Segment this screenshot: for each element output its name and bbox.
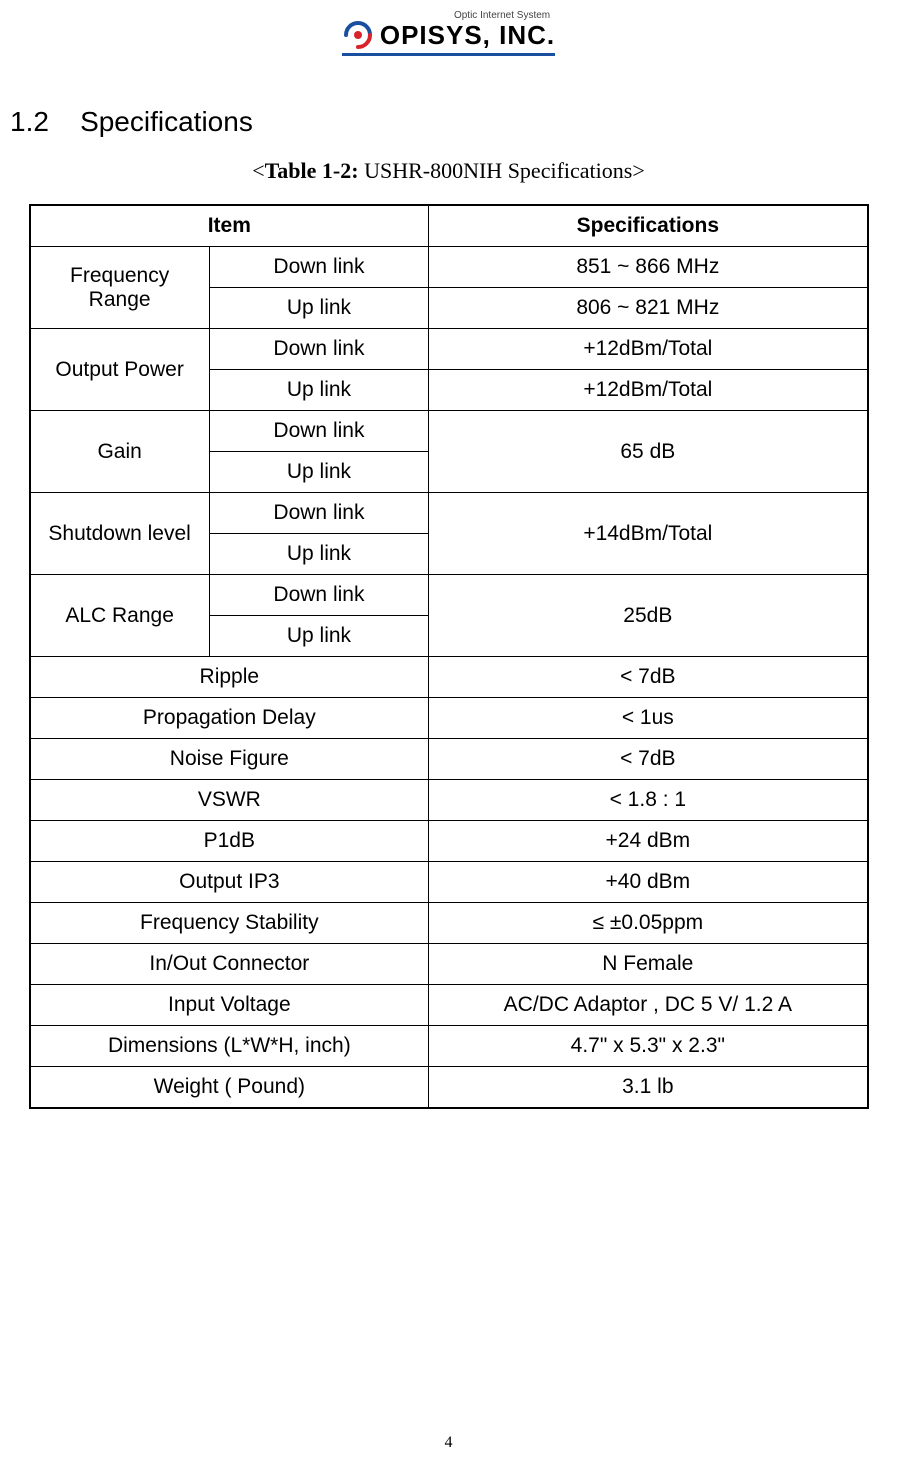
spec-cell: 851 ~ 866 MHz	[429, 247, 868, 288]
subitem-cell: Up link	[209, 534, 428, 575]
item-cell: Input Voltage	[30, 985, 429, 1026]
spec-cell: < 7dB	[429, 739, 868, 780]
spec-cell: 806 ~ 821 MHz	[429, 288, 868, 329]
caption-rest: USHR-800NIH Specifications	[359, 158, 633, 183]
category-cell: Output Power	[30, 329, 210, 411]
logo-main: OPISYS, INC.	[342, 19, 555, 51]
section-heading: 1.2 Specifications	[0, 66, 897, 158]
logo-text: OPISYS, INC.	[380, 20, 555, 51]
table-row: GainDown link65 dB	[30, 411, 868, 452]
spec-cell: +24 dBm	[429, 821, 868, 862]
spec-cell: 3.1 lb	[429, 1067, 868, 1109]
table-row: VSWR< 1.8 : 1	[30, 780, 868, 821]
category-cell: Shutdown level	[30, 493, 210, 575]
header-spec: Specifications	[429, 205, 868, 247]
logo-icon	[342, 19, 374, 51]
page-number: 4	[0, 1434, 897, 1452]
table-header-row: Item Specifications	[30, 205, 868, 247]
specifications-table: Item Specifications Frequency RangeDown …	[29, 204, 869, 1109]
table-caption: <Table 1-2: USHR-800NIH Specifications>	[0, 158, 897, 184]
item-cell: Output IP3	[30, 862, 429, 903]
subitem-cell: Up link	[209, 616, 428, 657]
company-logo: Optic Internet System OPISYS, INC.	[342, 10, 555, 56]
subitem-cell: Down link	[209, 329, 428, 370]
spec-cell: +40 dBm	[429, 862, 868, 903]
subitem-cell: Up link	[209, 452, 428, 493]
section-title: Specifications	[80, 106, 253, 137]
subitem-cell: Up link	[209, 370, 428, 411]
spec-cell: 65 dB	[429, 411, 868, 493]
item-cell: Ripple	[30, 657, 429, 698]
spec-cell: N Female	[429, 944, 868, 985]
item-cell: Propagation Delay	[30, 698, 429, 739]
spec-cell: +14dBm/Total	[429, 493, 868, 575]
category-cell: Gain	[30, 411, 210, 493]
spec-cell: AC/DC Adaptor , DC 5 V/ 1.2 A	[429, 985, 868, 1026]
spec-cell: < 7dB	[429, 657, 868, 698]
table-row: Input VoltageAC/DC Adaptor , DC 5 V/ 1.2…	[30, 985, 868, 1026]
header-item: Item	[30, 205, 429, 247]
subitem-cell: Down link	[209, 247, 428, 288]
caption-bold: Table 1-2:	[265, 158, 359, 183]
category-cell: Frequency Range	[30, 247, 210, 329]
logo-underline	[342, 53, 555, 56]
table-row: Weight ( Pound)3.1 lb	[30, 1067, 868, 1109]
item-cell: VSWR	[30, 780, 429, 821]
item-cell: In/Out Connector	[30, 944, 429, 985]
table-row: Propagation Delay< 1us	[30, 698, 868, 739]
item-cell: Noise Figure	[30, 739, 429, 780]
spec-cell: +12dBm/Total	[429, 329, 868, 370]
table-row: Output IP3+40 dBm	[30, 862, 868, 903]
table-row: Ripple< 7dB	[30, 657, 868, 698]
item-cell: Dimensions (L*W*H, inch)	[30, 1026, 429, 1067]
subitem-cell: Down link	[209, 411, 428, 452]
page-header: Optic Internet System OPISYS, INC.	[0, 0, 897, 66]
section-number: 1.2	[10, 106, 49, 137]
table-row: Shutdown levelDown link+14dBm/Total	[30, 493, 868, 534]
table-row: ALC RangeDown link25dB	[30, 575, 868, 616]
subitem-cell: Down link	[209, 493, 428, 534]
item-cell: P1dB	[30, 821, 429, 862]
table-row: Frequency Stability≤ ±0.05ppm	[30, 903, 868, 944]
subitem-cell: Up link	[209, 288, 428, 329]
spec-cell: 4.7" x 5.3" x 2.3"	[429, 1026, 868, 1067]
item-cell: Weight ( Pound)	[30, 1067, 429, 1109]
subitem-cell: Down link	[209, 575, 428, 616]
item-cell: Frequency Stability	[30, 903, 429, 944]
spec-cell: < 1us	[429, 698, 868, 739]
table-row: Output PowerDown link+12dBm/Total	[30, 329, 868, 370]
spec-cell: ≤ ±0.05ppm	[429, 903, 868, 944]
spec-cell: +12dBm/Total	[429, 370, 868, 411]
table-row: P1dB+24 dBm	[30, 821, 868, 862]
spec-cell: < 1.8 : 1	[429, 780, 868, 821]
table-row: In/Out ConnectorN Female	[30, 944, 868, 985]
category-cell: ALC Range	[30, 575, 210, 657]
table-row: Frequency RangeDown link851 ~ 866 MHz	[30, 247, 868, 288]
table-row: Noise Figure< 7dB	[30, 739, 868, 780]
table-row: Dimensions (L*W*H, inch)4.7" x 5.3" x 2.…	[30, 1026, 868, 1067]
spec-cell: 25dB	[429, 575, 868, 657]
